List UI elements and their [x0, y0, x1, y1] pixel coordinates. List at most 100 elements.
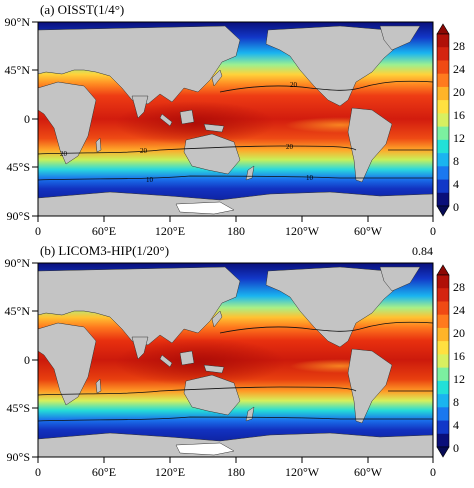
colorbar-cell: [437, 275, 449, 289]
y-tick-labels-a: 90°N 45°N 0 45°S 90°S: [5, 15, 31, 223]
contour-20-north: [219, 80, 434, 93]
y-tick-label: 0: [24, 112, 30, 126]
colorbar-top-arrow: [436, 264, 450, 276]
sea-ice-patch: [175, 201, 235, 215]
panel-correlation: 0.84: [412, 244, 433, 258]
contour-10-south: [37, 416, 433, 422]
colorbar-a: [436, 23, 450, 217]
colorbar-cell: [437, 166, 449, 180]
land-south-america: [347, 348, 393, 424]
x-tick-label: 120°E: [155, 224, 185, 238]
panel-title: (a) OISST(1/4°): [40, 2, 124, 17]
colorbar-tick-label: 8: [453, 395, 459, 409]
contours-b: [37, 321, 434, 422]
colorbar-cell: [437, 126, 449, 141]
land-b: [37, 266, 434, 458]
y-tick-label: 45°S: [7, 401, 30, 415]
warm-pool-shading: [115, 338, 285, 386]
y-tick-labels-b: 90°N 45°N 0 45°S 90°S: [5, 256, 31, 464]
contour-20-south: [37, 145, 433, 155]
contour-label: 10: [306, 174, 314, 182]
panel-b: (b) LICOM3-HIP(1/20°) 0.84 0 60°E 120°E …: [5, 243, 465, 479]
contour-label: 20: [140, 147, 148, 155]
colorbar-tick-label: 28: [453, 280, 465, 294]
land-sumatra: [159, 113, 173, 127]
axis-ticks-a: [32, 21, 434, 222]
contour-label: 20: [60, 150, 68, 158]
colorbar-cell: [437, 288, 449, 302]
colorbar-cell: [437, 153, 449, 167]
colorbar-tick-label: 24: [453, 303, 465, 317]
colorbar-tick-label: 12: [453, 372, 465, 386]
colorbar-cell: [437, 420, 449, 435]
x-tick-label: 120°W: [285, 465, 320, 479]
colorbar-cell: [437, 179, 449, 194]
y-tick-label: 45°N: [5, 63, 31, 77]
x-tick-label: 0: [35, 224, 41, 238]
contour-20-north: [219, 321, 434, 334]
colorbar-cell: [437, 47, 449, 61]
contour-20-south: [37, 386, 433, 396]
colorbar-tick-label: 0: [453, 441, 459, 455]
warm-pool-shading: [115, 101, 275, 145]
colorbar-cell: [437, 73, 449, 88]
x-tick-labels-a: 0 60°E 120°E 180 120°W 60°W 0: [35, 224, 436, 238]
colorbar-tick-label: 0: [453, 200, 459, 214]
colorbar-cell: [437, 139, 449, 154]
colorbar-cell: [437, 301, 449, 315]
x-tick-label: 180: [227, 465, 245, 479]
colorbar-cell: [437, 100, 449, 114]
colorbar-tick-label: 24: [453, 62, 465, 76]
y-tick-label: 90°N: [5, 256, 31, 270]
colorbar-tick-label: 16: [453, 349, 465, 363]
colorbar-bottom-arrow: [436, 446, 450, 458]
colorbar-tick-label: 20: [453, 85, 465, 99]
panel-a: 20 20 20 20 10 10 (a) OISST(1/4°) 0 60°E…: [5, 2, 465, 238]
land-japan: [211, 69, 223, 87]
colorbar-cell: [437, 407, 449, 421]
colorbar-cell: [437, 34, 449, 48]
land-india: [131, 336, 149, 360]
colorbar-cell: [437, 327, 449, 342]
axis-ticks-b: [32, 262, 434, 463]
colorbar-cell: [437, 86, 449, 101]
colorbar-cell: [437, 341, 449, 355]
land-eurasia: [37, 25, 241, 105]
colorbar-tick-label: 28: [453, 39, 465, 53]
colorbar-cell: [437, 433, 449, 448]
land-japan: [211, 310, 223, 328]
colorbar-cell: [437, 394, 449, 408]
colorbar-cell: [437, 314, 449, 329]
colorbar-cell: [437, 367, 449, 382]
land-madagascar: [95, 378, 102, 394]
land-madagascar: [95, 137, 102, 153]
land-south-america: [347, 107, 393, 183]
sea-ice-patch: [175, 442, 235, 456]
land-borneo: [179, 350, 195, 366]
x-tick-label: 60°E: [92, 224, 116, 238]
y-tick-label: 45°S: [7, 160, 30, 174]
colorbar-cell: [437, 354, 449, 368]
x-tick-labels-b: 0 60°E 120°E 180 120°W 60°W 0: [35, 465, 436, 479]
land-australia: [183, 133, 241, 175]
colorbar-tick-label: 16: [453, 108, 465, 122]
contours-a: [37, 80, 434, 181]
x-tick-label: 120°W: [285, 224, 320, 238]
y-tick-label: 90°N: [5, 15, 31, 29]
y-tick-label: 0: [24, 353, 30, 367]
colorbar-tick-label: 4: [453, 177, 459, 191]
land-greenland: [379, 25, 421, 51]
land-india: [131, 95, 149, 119]
contour-label: 10: [146, 176, 154, 184]
colorbar-b: [436, 264, 450, 458]
y-tick-label: 90°S: [7, 450, 30, 464]
colorbar-tick-label: 20: [453, 326, 465, 340]
colorbar-top-arrow: [436, 23, 450, 35]
contour-10-south: [37, 175, 433, 181]
colorbar-labels-b: 28 24 20 16 12 8 4 0: [453, 280, 465, 455]
colorbar-bottom-arrow: [436, 205, 450, 217]
land-a: [37, 25, 434, 217]
colorbar-cell: [437, 60, 449, 74]
colorbar-tick-label: 8: [453, 154, 459, 168]
